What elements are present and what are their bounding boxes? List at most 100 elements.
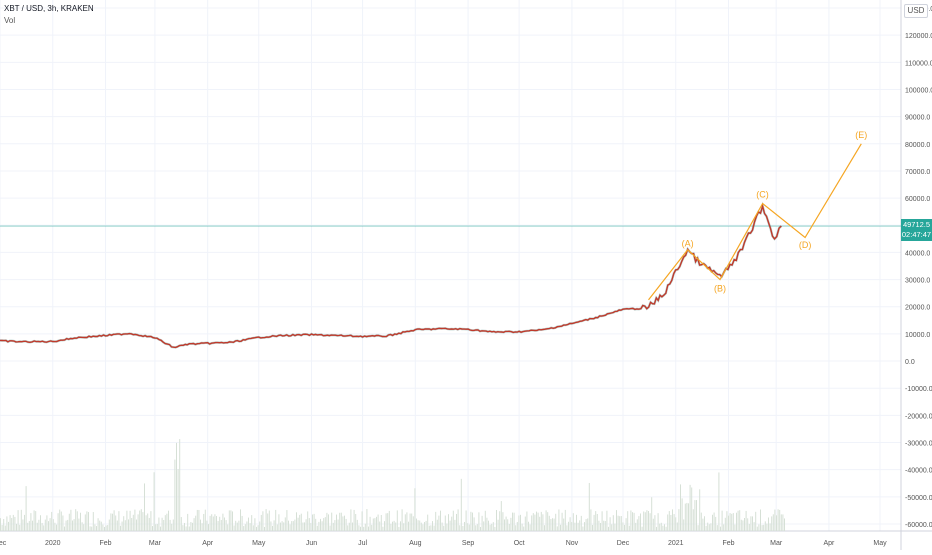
volume-bar [748,523,750,531]
volume-bar [454,519,456,531]
volume-bar [363,526,365,531]
volume-bar [705,525,707,531]
volume-bar [734,524,736,531]
x-tick-label: Feb [100,540,112,547]
volume-bar [502,512,504,531]
volume-bar [150,511,152,531]
volume-bar [569,517,571,531]
volume-bar [440,510,441,531]
volume-bar [632,512,633,531]
volume-bar [120,525,121,531]
volume-bar [499,511,501,531]
volume-bar [278,514,280,531]
volume-bar [328,514,329,531]
volume-bar [638,516,640,531]
volume-bar [144,483,145,531]
volume-bar [369,516,371,531]
y-tick-label: 10000.0 [905,332,930,339]
volume-bar [164,515,166,531]
volume-bar [400,521,401,531]
volume-bar [521,523,523,531]
volume-bar [251,515,253,531]
volume-bar [376,516,377,531]
volume-bar [88,512,89,531]
volume-bar [660,522,662,531]
volume-bar [708,524,710,531]
y-tick-label: 80000.0 [905,142,930,149]
volume-bar [372,518,374,531]
volume-bar [104,526,105,531]
volume-bar [620,516,622,531]
volume-bar [264,526,265,531]
volume-bar [755,511,757,531]
volume-bar [139,510,141,531]
volume-bar [89,526,91,531]
volume-bar [452,510,454,531]
volume-bar [308,518,310,531]
volume-bar [702,518,704,531]
x-tick-label: 2021 [668,540,684,547]
currency-button[interactable]: USD [904,4,928,18]
volume-bar [296,512,297,531]
volume-bar [291,521,293,531]
volume-bar [0,518,1,531]
volume-bar [4,525,6,531]
volume-bar [640,513,641,531]
volume-bar [94,524,96,531]
volume-bar [528,521,529,531]
x-tick-label: Dec [617,540,630,547]
volume-bar [265,509,267,531]
volume-bar [483,521,485,531]
volume-bar [208,524,209,531]
volume-bar [532,513,534,531]
x-tick-label: Sep [462,540,475,547]
volume-bar [235,520,237,531]
volume-bar [553,518,555,531]
volume-bar [548,515,550,531]
volume-bar [676,522,678,531]
volume-bar [44,519,46,531]
volume-bar [720,526,721,531]
volume-bar [649,513,651,531]
volume-bar [102,524,104,531]
volume-bar [225,520,227,531]
volume-bar [684,503,686,531]
volume-bar [480,526,481,531]
volume-bar [99,520,101,531]
volume-bar [177,469,179,531]
volume-bar [41,522,43,531]
elliott-wave-path [648,143,862,301]
volume-bar [409,513,411,531]
volume-bar [417,520,419,531]
volume-bar [670,514,672,531]
volume-bar [299,514,301,531]
volume-bar [558,509,560,531]
volume-bar [289,524,291,531]
volume-bar [739,510,741,531]
volume-bar [731,513,733,531]
wave-label: (C) [756,190,769,200]
volume-bar [544,525,545,531]
volume-bar [153,472,155,531]
volume-bar [17,510,19,531]
volume-bar [472,512,473,531]
volume-bar [339,512,341,531]
price-scale[interactable] [901,0,932,548]
volume-bar [302,522,304,531]
volume-bar [227,524,229,531]
volume-bar [404,514,406,531]
volume-bar [238,520,240,531]
volume-bar [108,519,110,531]
volume-bar [656,526,657,531]
volume-bar [313,513,315,531]
volume-bar [628,525,630,531]
volume-bar [377,514,379,531]
volume-bar [353,509,355,531]
volume-bar [646,510,648,531]
volume-bar [230,510,232,531]
volume-bar [598,520,600,531]
volume-bar [275,509,277,531]
volume-bar [756,526,758,531]
